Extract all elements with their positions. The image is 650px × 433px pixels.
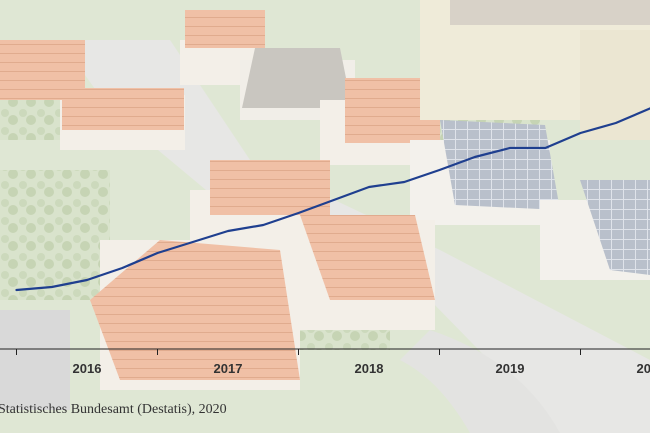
- house: [90, 240, 300, 390]
- tree-area: [0, 170, 110, 300]
- x-tick-label: 2017: [214, 361, 243, 376]
- plot-area: 2016 2017 2018 2019 2020: [0, 107, 650, 376]
- x-tick-label: 2020: [637, 361, 650, 376]
- x-axis: 2016 2017 2018 2019 2020: [16, 349, 650, 376]
- house: [0, 310, 70, 410]
- house: [60, 88, 185, 150]
- house: [0, 40, 85, 100]
- source-note: Statistisches Bundesamt (Destatis), 2020: [0, 402, 227, 417]
- house-with-solar-roof: [410, 120, 560, 225]
- x-tick-label: 2019: [496, 361, 525, 376]
- street-curve: [400, 330, 560, 433]
- apartment-block: [420, 0, 650, 140]
- house: [240, 48, 355, 120]
- x-tick-label: 2016: [73, 361, 102, 376]
- x-tick-label: 2018: [355, 361, 384, 376]
- house: [290, 215, 435, 330]
- house-with-solar-roof: [540, 180, 650, 280]
- series-line: [15, 107, 650, 292]
